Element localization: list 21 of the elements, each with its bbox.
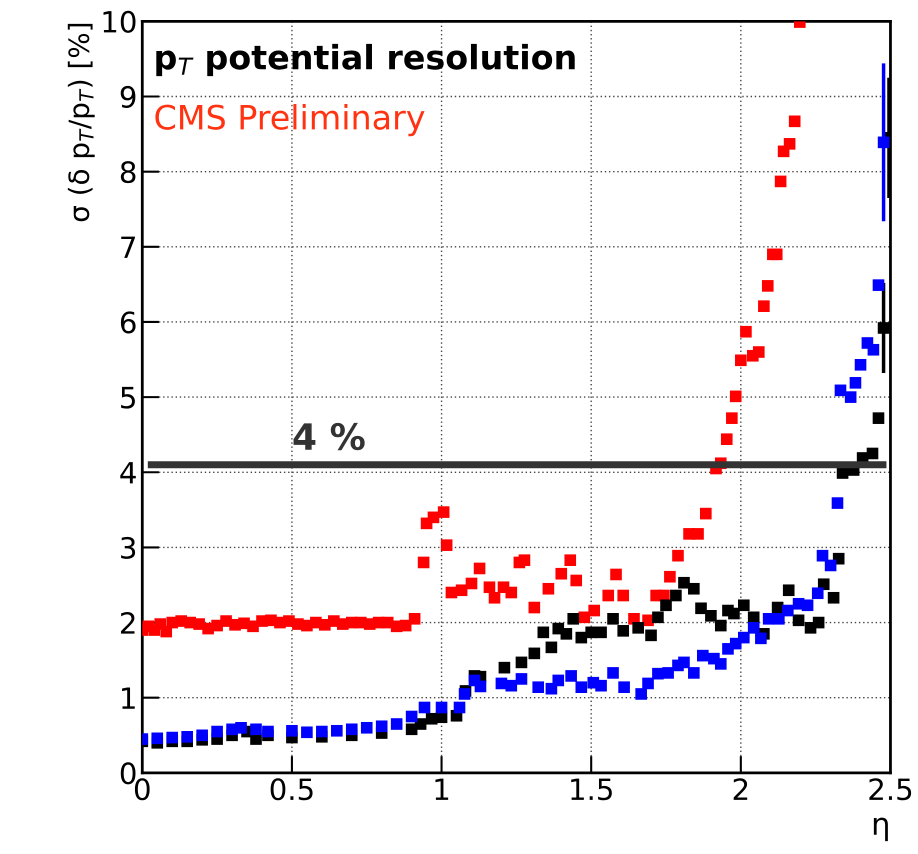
y-tick-label: 4: [120, 462, 136, 484]
annotation: CMS Preliminary: [155, 104, 425, 136]
x-tick-label: 1: [435, 778, 448, 800]
y-tick-label: 6: [120, 311, 136, 334]
x-tick-label: 1.5: [571, 778, 612, 800]
y-tick-label: 1: [122, 688, 135, 709]
y-tick-label: 8: [120, 161, 136, 184]
y-axis-title: σ (δ p$_{T}$/p$_{T}$) [%]: [68, 24, 95, 222]
y-tick-label: 7: [121, 236, 135, 258]
ref-line-label: 4 %: [294, 422, 365, 450]
y-tick-label: 2: [121, 612, 135, 634]
text: p$_{T}$ potential resolution: [156, 44, 575, 76]
y-tick-label: 0: [120, 762, 136, 784]
y-tick-label: 10: [104, 10, 136, 33]
x-tick-label: 2.5: [869, 778, 912, 800]
y-tick-label: 9: [120, 86, 136, 108]
x-axis-title: η: [874, 818, 888, 842]
x-tick-label: 2: [734, 778, 748, 800]
y-tick-label: 3: [121, 536, 136, 559]
y-tick-label: 5: [121, 386, 135, 409]
x-tick-label: 0.5: [270, 778, 313, 800]
